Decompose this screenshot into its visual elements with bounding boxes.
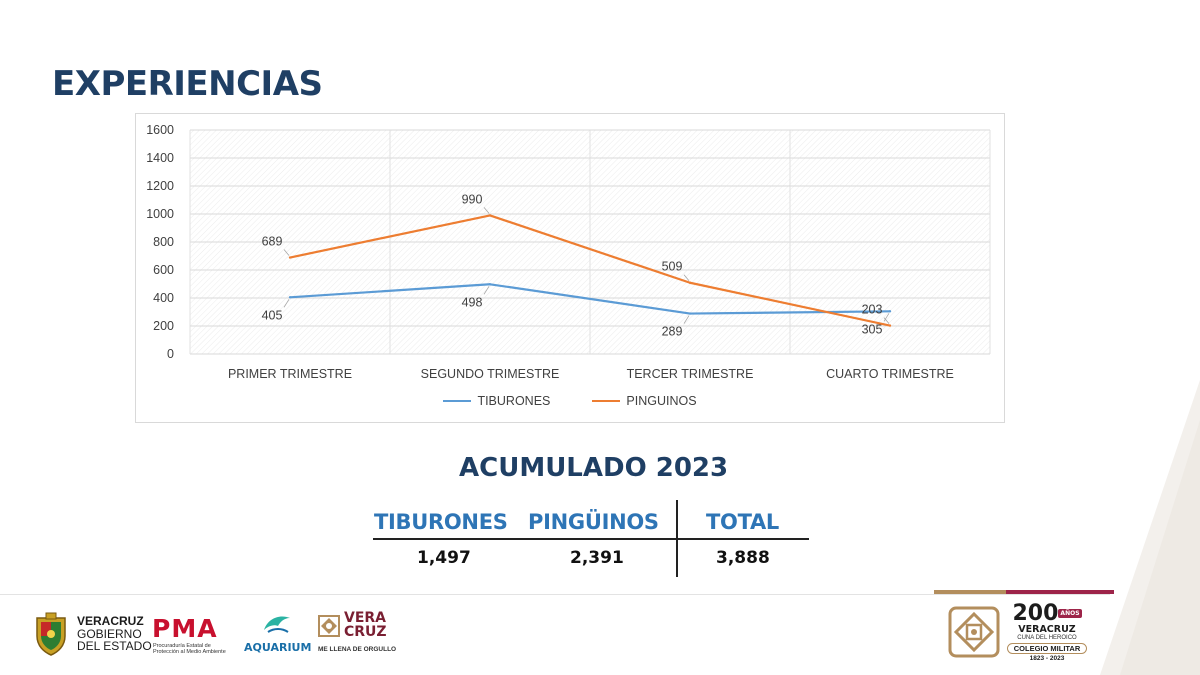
y-tick-label: 1400 (146, 151, 174, 165)
legend-label-tiburones: TIBURONES (477, 394, 551, 408)
military-anniversary-number: 200 AÑOS (1005, 603, 1089, 625)
data-point (488, 283, 492, 286)
x-tick-label: PRIMER TRIMESTRE (228, 367, 352, 381)
military-anos-badge: AÑOS (1058, 609, 1082, 618)
y-tick-label: 1600 (146, 123, 174, 137)
x-tick-label: TERCER TRIMESTRE (627, 367, 754, 381)
data-label: 405 (262, 308, 283, 322)
military-college-emblem-icon (948, 606, 1000, 658)
data-label: 203 (862, 303, 883, 317)
brand-stripe (934, 590, 1114, 594)
data-point (488, 214, 492, 217)
veracruz-tagline: ME LLENA DE ORGULLO (318, 646, 397, 653)
military-line4: 1823 - 2023 (1029, 655, 1065, 662)
military-college-logo: 200 AÑOS VERACRUZ CUNA DEL HEROICO COLEGI… (1005, 603, 1089, 663)
y-tick-label: 1200 (146, 179, 174, 193)
data-label-leader (283, 299, 290, 308)
chart-plot: 0 200 400 600 800 1000 1200 1400 1600 PRIMER TRIM… (146, 123, 991, 381)
data-point (888, 324, 892, 327)
series-line-tiburones (289, 283, 891, 315)
series-line-pinguinos (289, 214, 891, 327)
military-number: 200 (1012, 601, 1059, 626)
gov-line2: GOBIERNO (77, 626, 142, 641)
veracruz-word2: CRUZ (344, 624, 387, 640)
data-label: 289 (662, 325, 683, 339)
data-label-leader (883, 313, 890, 322)
gov-line1: VERACRUZ (77, 614, 144, 628)
data-label-leader (483, 207, 490, 214)
accumulated-value-pinguinos: 2,391 (570, 548, 624, 568)
military-line2: CUNA DEL HEROICO (1017, 635, 1077, 641)
data-point (288, 296, 292, 299)
y-tick-label: 800 (153, 235, 174, 249)
pma-logo: PMA (152, 614, 218, 643)
gov-logo-text: VERACRUZ GOBIERNO DEL ESTADO (77, 615, 152, 653)
legend-swatch-tiburones (443, 400, 472, 402)
accumulated-value-total: 3,888 (716, 548, 770, 568)
legend-label-pinguinos: PINGUINOS (626, 394, 697, 408)
data-label: 498 (462, 295, 483, 309)
legend-item-pinguinos: PINGUINOS (592, 394, 697, 408)
accumulated-column-divider (676, 500, 678, 577)
aquarium-logo: AQUARIUM (244, 612, 312, 654)
accumulated-header-tiburones: TIBURONES (374, 510, 508, 534)
footer-divider (0, 594, 1110, 595)
data-label-leader (683, 315, 690, 324)
veracruz-shield-icon (36, 612, 66, 656)
data-label: 990 (462, 192, 483, 206)
accumulated-header-total: TOTAL (706, 510, 780, 534)
data-label-leader (883, 317, 890, 324)
y-tick-label: 400 (153, 291, 174, 305)
military-line1: VERACRUZ (1018, 624, 1076, 635)
x-tick-label: CUARTO TRIMESTRE (826, 367, 954, 381)
data-label: 689 (262, 235, 283, 249)
aquarium-dolphin-icon (264, 616, 290, 633)
data-label: 305 (862, 322, 883, 336)
legend-swatch-pinguinos (592, 400, 621, 402)
military-line3: COLEGIO MILITAR (1007, 643, 1087, 654)
y-tick-label: 0 (167, 347, 174, 361)
data-label: 509 (662, 260, 683, 274)
accumulated-title: ACUMULADO 2023 (459, 453, 729, 483)
data-point (688, 312, 692, 315)
veracruz-wordmark: VERA CRUZ (344, 611, 387, 639)
accumulated-header-pinguinos: PINGÜINOS (528, 510, 659, 534)
x-tick-label: SEGUNDO TRIMESTRE (421, 367, 560, 381)
data-point (888, 310, 892, 313)
accumulated-value-tiburones: 1,497 (417, 548, 471, 568)
data-label-leader (283, 249, 290, 256)
data-point (288, 256, 292, 259)
accumulated-header-divider (373, 538, 809, 540)
data-point (688, 281, 692, 284)
line-chart: 0 200 400 600 800 1000 1200 1400 1600 PRIMER TRIM… (135, 113, 1005, 423)
aquarium-wordmark: AQUARIUM (244, 641, 312, 654)
veracruz-pattern-icon (318, 615, 340, 637)
slide-title: EXPERIENCIAS (52, 64, 323, 104)
gov-line3: DEL ESTADO (77, 639, 152, 653)
y-tick-label: 200 (153, 319, 174, 333)
data-label-leader (483, 286, 490, 295)
chart-legend: TIBURONES PINGUINOS (136, 394, 1004, 408)
y-tick-label: 600 (153, 263, 174, 277)
veracruz-word1: VERA (344, 610, 387, 626)
legend-item-tiburones: TIBURONES (443, 394, 550, 408)
y-tick-label: 1000 (146, 207, 174, 221)
watermark-decoration (1100, 380, 1200, 675)
pma-subtitle: Procuraduría Estatal de Protección al Me… (153, 643, 226, 655)
data-label-leader (683, 274, 690, 281)
